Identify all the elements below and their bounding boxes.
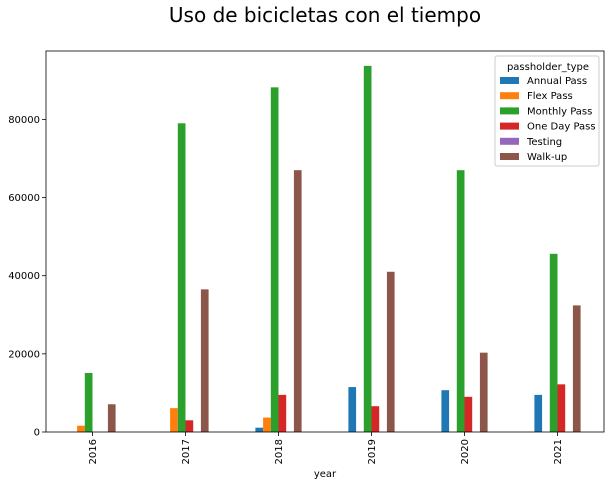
y-axis: 0 20000 40000 60000 80000: [8, 115, 46, 439]
x-tick-label: 2019: [367, 439, 378, 464]
y-tick-label: 60000: [8, 193, 40, 204]
bar-one-day-pass-2020: [464, 396, 473, 432]
legend-box: [494, 55, 600, 167]
y-tick-label: 80000: [8, 115, 40, 126]
chart-title: Uso de bicicletas con el tiempo: [169, 3, 481, 27]
x-tick-label: 2016: [88, 439, 99, 464]
bar-one-day-pass-2017: [185, 420, 194, 432]
legend-swatch: [500, 107, 519, 115]
legend-label: Walk-up: [527, 152, 567, 163]
x-axis: 2016 2017 2018 2019 2020 2021: [88, 432, 564, 464]
bars-group: [77, 65, 581, 432]
legend-swatch: [500, 153, 519, 160]
legend-label: One Day Pass: [527, 122, 596, 133]
legend-swatch: [500, 122, 519, 130]
y-tick-label: 20000: [8, 349, 40, 360]
bar-annual-pass-2020: [441, 390, 450, 432]
bar-monthly-pass-2017: [177, 123, 186, 432]
bar-walk-up-2016: [107, 404, 116, 432]
legend-title: passholder_type: [507, 62, 589, 73]
bar-monthly-pass-2021: [549, 253, 558, 432]
bar-one-day-pass-2021: [557, 384, 566, 432]
x-tick-label: 2017: [181, 439, 192, 464]
bar-walk-up-2020: [479, 352, 488, 432]
bar-monthly-pass-2018: [270, 87, 279, 432]
bar-walk-up-2021: [572, 305, 581, 432]
x-tick-label: 2018: [274, 439, 285, 464]
bar-flex-pass-2017: [170, 408, 178, 432]
legend: passholder_type Annual Pass Flex Pass Mont…: [494, 55, 600, 167]
bar-monthly-pass-2016: [84, 372, 93, 432]
plot-frame: [45, 50, 605, 433]
legend-label: Monthly Pass: [527, 106, 592, 117]
bar-walk-up-2019: [386, 271, 395, 432]
bar-annual-pass-2018: [255, 427, 264, 432]
bar-annual-pass-2019: [348, 387, 357, 432]
bar-walk-up-2018: [293, 170, 302, 432]
legend-label: Testing: [526, 137, 562, 148]
bar-flex-pass-2018: [263, 417, 271, 432]
legend-swatch: [500, 92, 519, 100]
bar-walk-up-2017: [200, 289, 209, 432]
legend-label: Flex Pass: [527, 91, 573, 102]
y-tick-label: 0: [34, 428, 40, 439]
y-tick-label: 40000: [8, 271, 40, 282]
x-axis-label: year: [314, 469, 337, 480]
legend-swatch: [500, 137, 519, 145]
bar-monthly-pass-2019: [363, 65, 372, 432]
legend-swatch: [500, 77, 519, 84]
x-tick-label: 2021: [553, 439, 564, 464]
bar-one-day-pass-2018: [278, 394, 287, 432]
bar-monthly-pass-2020: [456, 170, 465, 432]
x-tick-label: 2020: [460, 439, 471, 464]
bar-annual-pass-2021: [534, 394, 543, 432]
bar-one-day-pass-2019: [371, 406, 380, 432]
legend-label: Annual Pass: [527, 76, 587, 87]
bar-flex-pass-2016: [77, 425, 85, 432]
